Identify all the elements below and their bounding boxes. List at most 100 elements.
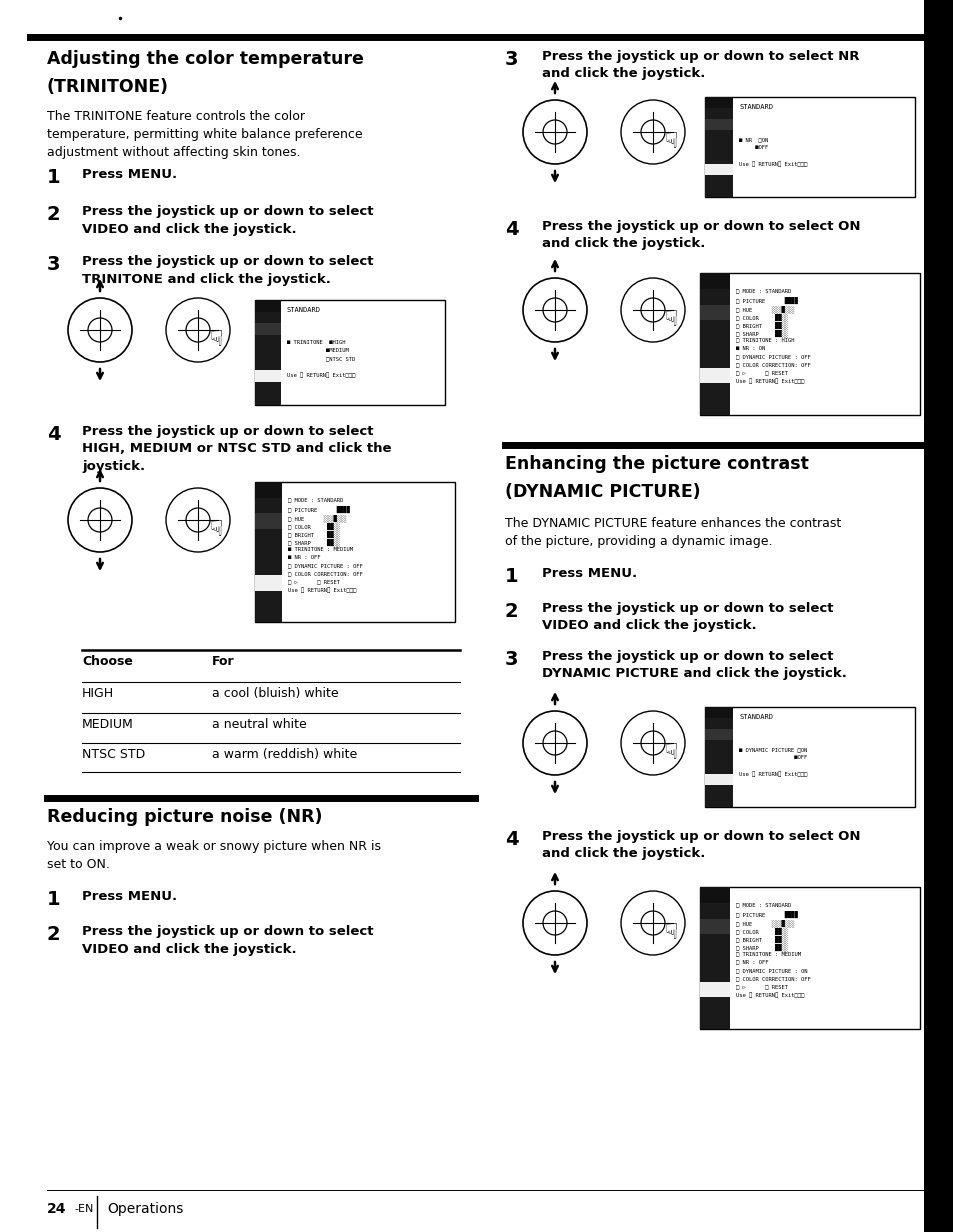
Text: □ COLOR CORRECTION: OFF: □ COLOR CORRECTION: OFF (735, 362, 810, 367)
Text: □ ▷      □ RESET: □ ▷ □ RESET (735, 984, 787, 989)
Text: □ PICTURE      ████: □ PICTURE ████ (735, 910, 797, 918)
Text: 2: 2 (504, 602, 518, 621)
Text: □ TRINITONE : MEDIUM: □ TRINITONE : MEDIUM (735, 951, 800, 957)
Text: 24: 24 (47, 1202, 67, 1216)
Bar (700, 367, 729, 383)
Bar (700, 887, 919, 1029)
Bar (700, 903, 729, 919)
Bar (704, 785, 733, 796)
Text: ■OFF: ■OFF (739, 145, 768, 150)
Bar (700, 383, 729, 399)
Text: □ MODE : STANDARD: □ MODE : STANDARD (735, 903, 790, 908)
Bar (700, 320, 729, 336)
Text: 3: 3 (47, 255, 60, 274)
Bar (254, 323, 280, 335)
Bar (254, 482, 455, 622)
Bar (704, 153, 733, 164)
Text: ■ NR : ON: ■ NR : ON (735, 346, 764, 351)
Bar (254, 346, 280, 359)
Text: ■ NR  □ON: ■ NR □ON (739, 137, 768, 142)
Text: 4: 4 (47, 425, 61, 444)
Text: For: For (212, 655, 234, 668)
Bar (700, 998, 729, 1013)
Bar (704, 97, 733, 108)
Text: ■ DYNAMIC PICTURE □ON: ■ DYNAMIC PICTURE □ON (739, 747, 807, 752)
Text: ■ TRINITONE  ■HIGH: ■ TRINITONE ■HIGH (286, 340, 345, 345)
Text: The TRINITONE feature controls the color
temperature, permitting white balance p: The TRINITONE feature controls the color… (47, 110, 362, 159)
Text: ☟: ☟ (663, 310, 677, 330)
Text: Press the joystick up or down to select
DYNAMIC PICTURE and click the joystick.: Press the joystick up or down to select … (541, 650, 846, 680)
Text: □ SHARP     ██░░: □ SHARP ██░░ (735, 944, 787, 951)
Text: STANDARD: STANDARD (739, 715, 773, 719)
Text: 4: 4 (504, 830, 518, 849)
Text: ■MEDIUM: ■MEDIUM (286, 349, 348, 354)
Text: Press the joystick up or down to select
VIDEO and click the joystick.: Press the joystick up or down to select … (82, 205, 374, 235)
Text: 1: 1 (504, 567, 518, 586)
Bar (704, 752, 733, 763)
Bar (254, 335, 280, 346)
Bar (704, 164, 733, 175)
Text: □ PICTURE      ████: □ PICTURE ████ (288, 505, 350, 513)
Text: 2: 2 (47, 925, 61, 944)
Text: Use ⓘ RETURNⓘ Exit□□□: Use ⓘ RETURNⓘ Exit□□□ (739, 161, 807, 168)
Text: ■ TRINITONE : MEDIUM: ■ TRINITONE : MEDIUM (288, 547, 353, 552)
Text: The DYNAMIC PICTURE feature enhances the contrast
of the picture, providing a dy: The DYNAMIC PICTURE feature enhances the… (504, 517, 841, 548)
Text: □ COLOR     ██░░: □ COLOR ██░░ (288, 522, 339, 530)
Text: □ ▷      □ RESET: □ ▷ □ RESET (288, 579, 339, 584)
Text: □ COLOR CORRECTION: OFF: □ COLOR CORRECTION: OFF (735, 976, 810, 982)
Text: 1: 1 (47, 168, 61, 187)
Bar (700, 1013, 729, 1029)
Bar (704, 740, 733, 752)
Bar (704, 763, 733, 774)
Bar (254, 545, 282, 559)
Text: You can improve a weak or snowy picture when NR is
set to ON.: You can improve a weak or snowy picture … (47, 840, 380, 871)
Bar (700, 950, 729, 966)
Bar (700, 274, 729, 288)
Text: a neutral white: a neutral white (212, 718, 307, 731)
Bar (700, 399, 729, 415)
Bar (254, 301, 280, 312)
Bar (704, 131, 733, 142)
Text: Press the joystick up or down to select
HIGH, MEDIUM or NTSC STD and click the
j: Press the joystick up or down to select … (82, 425, 391, 473)
Text: □ BRIGHT    ██░░: □ BRIGHT ██░░ (735, 322, 787, 329)
Bar (254, 606, 282, 622)
Bar (700, 887, 729, 903)
Text: □ COLOR CORRECTION: OFF: □ COLOR CORRECTION: OFF (288, 572, 362, 577)
Text: □ PICTURE      ████: □ PICTURE ████ (735, 297, 797, 304)
Text: ☟: ☟ (663, 743, 677, 763)
Bar (704, 142, 733, 153)
Text: Press the joystick up or down to select ON
and click the joystick.: Press the joystick up or down to select … (541, 221, 860, 250)
Bar (254, 591, 282, 606)
Bar (923, 0, 953, 1232)
Text: Enhancing the picture contrast: Enhancing the picture contrast (504, 455, 808, 473)
Text: Press MENU.: Press MENU. (82, 890, 177, 903)
Text: Press the joystick up or down to select ON
and click the joystick.: Press the joystick up or down to select … (541, 830, 860, 860)
Text: 1: 1 (47, 890, 61, 909)
Text: HIGH: HIGH (82, 687, 114, 700)
Text: a warm (reddish) white: a warm (reddish) white (212, 748, 356, 761)
Bar (700, 966, 729, 982)
Text: a cool (bluish) white: a cool (bluish) white (212, 687, 338, 700)
Text: Press MENU.: Press MENU. (541, 567, 637, 580)
Bar (254, 393, 280, 405)
Text: □ NR : OFF: □ NR : OFF (735, 960, 767, 965)
Text: □ SHARP     ██░░: □ SHARP ██░░ (735, 329, 787, 338)
Text: ■ NR : OFF: ■ NR : OFF (288, 554, 320, 559)
Bar (704, 120, 733, 131)
Text: ☟: ☟ (663, 132, 677, 152)
Text: □ HUE      ░░░█░░░: □ HUE ░░░█░░░ (288, 514, 346, 521)
Text: □ MODE : STANDARD: □ MODE : STANDARD (288, 498, 343, 503)
Bar (254, 312, 280, 323)
Text: ■OFF: ■OFF (739, 755, 807, 760)
Text: □ DYNAMIC PICTURE : OFF: □ DYNAMIC PICTURE : OFF (288, 563, 362, 568)
Bar (700, 919, 729, 934)
Bar (700, 934, 729, 950)
Text: □ HUE      ░░░█░░░: □ HUE ░░░█░░░ (735, 919, 793, 926)
Bar (704, 707, 914, 807)
Text: NTSC STD: NTSC STD (82, 748, 145, 761)
Text: STANDARD: STANDARD (739, 103, 773, 110)
Bar (254, 301, 444, 405)
Text: Reducing picture noise (NR): Reducing picture noise (NR) (47, 808, 322, 825)
Text: 4: 4 (504, 221, 518, 239)
Bar (254, 498, 282, 513)
